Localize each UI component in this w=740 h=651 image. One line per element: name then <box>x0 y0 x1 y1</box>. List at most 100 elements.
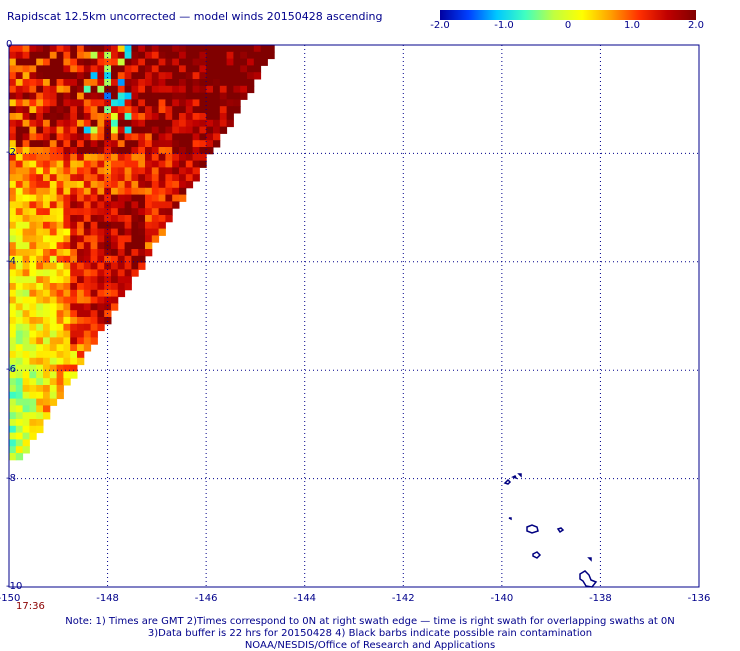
swath-pixel <box>124 113 132 121</box>
swath-pixel <box>36 167 44 175</box>
swath-pixel <box>172 92 180 100</box>
swath-pixel <box>43 405 51 413</box>
swath-pixel <box>206 99 214 107</box>
swath-pixel <box>77 106 85 114</box>
swath-pixel <box>56 167 64 175</box>
swath-pixel <box>151 72 160 80</box>
swath-pixel <box>56 303 64 311</box>
swath-pixel <box>151 147 160 155</box>
swath-pixel <box>49 72 58 80</box>
swath-pixel <box>22 119 30 128</box>
swath-pixel <box>83 92 92 100</box>
swath-pixel <box>90 92 98 100</box>
swath-pixel <box>213 65 221 73</box>
swath-pixel <box>36 242 44 250</box>
swath-pixel <box>29 51 37 60</box>
swath-pixel <box>43 133 51 141</box>
swath-pixel <box>138 133 146 141</box>
swath-pixel <box>70 181 78 189</box>
swath-pixel <box>56 113 64 121</box>
swath-pixel <box>70 323 78 332</box>
swath-pixel <box>179 133 187 141</box>
swath-pixel <box>90 221 98 230</box>
swath-pixel <box>29 160 37 168</box>
swath-pixel <box>192 167 200 175</box>
swath-pixel <box>172 181 180 189</box>
swath-pixel <box>117 140 126 148</box>
swath-pixel <box>49 269 58 277</box>
swath-pixel <box>83 255 92 264</box>
swath-pixel <box>90 119 98 128</box>
swath-pixel <box>145 194 153 202</box>
swath-pixel <box>29 147 37 155</box>
swath-pixel <box>179 58 187 66</box>
swath-pixel <box>117 106 126 114</box>
swath-pixel <box>83 289 92 298</box>
swath-pixel <box>131 72 139 80</box>
swath-pixel <box>90 160 98 168</box>
swath-pixel <box>151 79 160 87</box>
swath-pixel <box>226 72 234 80</box>
swath-pixel <box>22 194 30 202</box>
swath-pixel <box>158 133 166 141</box>
swath-pixel <box>9 357 17 366</box>
swath-pixel <box>138 140 146 148</box>
swath-pixel <box>70 147 78 155</box>
swath-pixel <box>158 208 166 216</box>
swath-pixel <box>145 160 153 168</box>
swath-pixel <box>9 92 17 100</box>
swath-pixel <box>124 255 132 264</box>
swath-pixel <box>111 255 119 264</box>
swath-pixel <box>70 208 78 216</box>
swath-pixel <box>90 133 98 141</box>
swath-pixel <box>158 51 166 60</box>
swath-pixel <box>145 99 153 107</box>
swath-pixel <box>43 283 51 291</box>
swath-pixel <box>111 289 119 298</box>
swath-pixel <box>29 126 37 134</box>
swath-pixel <box>49 344 58 352</box>
swath-pixel <box>9 351 17 359</box>
swath-pixel <box>22 303 30 311</box>
swath-pixel <box>111 221 119 230</box>
swath-pixel <box>29 133 37 141</box>
swath-pixel <box>104 140 112 148</box>
swath-pixel <box>111 181 119 189</box>
swath-pixel <box>151 215 160 223</box>
swath-pixel <box>117 133 126 141</box>
swath-pixel <box>111 85 119 94</box>
swath-pixel <box>83 330 92 338</box>
swath-pixel <box>9 262 17 270</box>
swath-pixel <box>9 235 17 243</box>
swath-pixel <box>185 65 194 73</box>
swath-pixel <box>49 262 58 270</box>
swath-pixel <box>9 317 17 325</box>
swath-pixel <box>247 51 255 60</box>
swath-pixel <box>90 153 98 162</box>
island-7 <box>532 551 542 559</box>
swath-pixel <box>29 425 37 434</box>
swath-pixel <box>77 160 85 168</box>
swath-pixel <box>111 160 119 168</box>
swath-pixel <box>29 310 37 318</box>
swath-pixel <box>90 317 98 325</box>
swath-pixel <box>36 249 44 257</box>
swath-pixel <box>15 283 24 291</box>
swath-pixel <box>77 296 85 304</box>
swath-pixel <box>49 106 58 114</box>
swath-pixel <box>233 99 241 107</box>
swath-pixel <box>15 181 24 189</box>
swath-pixel <box>131 269 139 277</box>
swath-pixel <box>83 72 92 80</box>
swath-pixel <box>165 181 173 189</box>
swath-pixel <box>158 106 166 114</box>
swath-pixel <box>117 262 126 270</box>
swath-pixel <box>117 92 126 100</box>
swath-pixel <box>77 99 85 107</box>
swath-pixel <box>179 174 187 182</box>
swath-pixel <box>192 72 200 80</box>
swath-pixel <box>77 85 85 94</box>
swath-pixel <box>97 208 105 216</box>
swath-pixel <box>36 323 44 332</box>
swath-pixel <box>83 310 92 318</box>
